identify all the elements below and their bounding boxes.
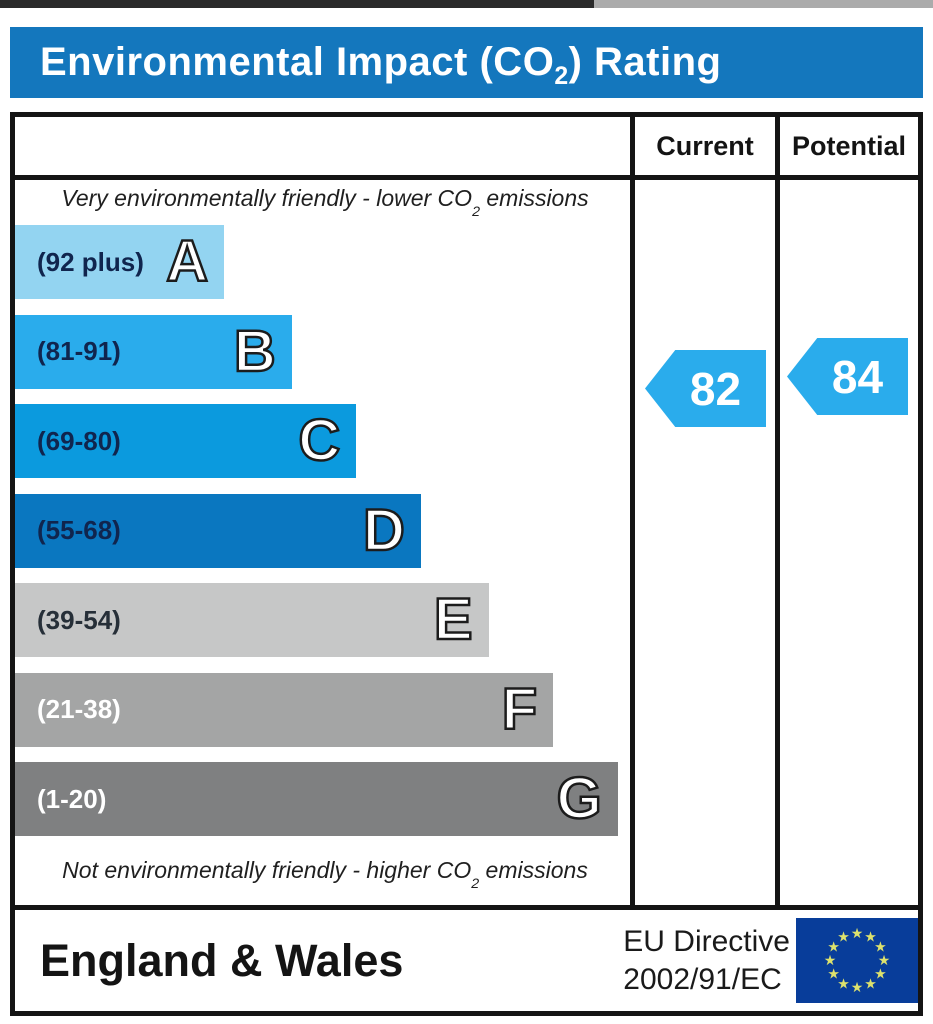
svg-text:★: ★ [878,952,891,968]
rating-table: Current Potential Very environmentally f… [10,112,923,1016]
page-title: Environmental Impact (CO2) Rating [10,27,923,98]
band-bar-f: (21-38) F [15,672,554,747]
svg-text:★: ★ [827,939,840,955]
band-bar-b: (81-91) B [15,314,292,389]
band-range-label: (39-54) [37,604,121,635]
svg-text:★: ★ [824,952,837,968]
band-letter: E [433,587,474,652]
band-letter: C [297,408,341,473]
svg-text:★: ★ [864,975,877,991]
band-range-label: (21-38) [37,694,121,724]
svg-text:★: ★ [837,975,850,991]
potential-rating-value: 84 [831,350,884,403]
divider-potential-column [775,117,780,910]
svg-text:★: ★ [874,966,887,982]
band-bar-d: (55-68) D [15,493,421,568]
band-row-f: (21-38) F [15,672,630,763]
band-letter: A [165,229,209,294]
eu-flag-icon: ★ ★ ★ ★ ★ ★ ★ ★ ★ ★ ★ ★ [796,918,918,1003]
band-letter: D [362,497,406,563]
band-bar-e: (39-54) E [15,583,489,657]
svg-text:★: ★ [851,979,864,995]
band-range-label: (92 plus) [37,246,144,277]
band-bar-c: (69-80) C [15,404,357,478]
band-letter: B [233,318,277,384]
svg-text:★: ★ [837,929,850,945]
band-range-label: (69-80) [37,425,121,456]
band-letter: F [500,676,538,742]
divider-header-row [15,175,918,180]
band-row-a: (92 plus) A [15,225,630,315]
region-label: England & Wales [40,934,404,986]
eu-directive-label: EU Directive 2002/91/EC [623,925,790,996]
band-range-label: (1-20) [37,783,107,814]
current-rating-arrow: 82 [645,350,766,427]
note-not-friendly: Not environmentally friendly - higher CO… [62,857,588,892]
svg-text:★: ★ [874,939,887,955]
potential-rating-arrow: 84 [787,338,908,415]
footer-row: England & Wales EU Directive 2002/91/EC … [15,910,918,1011]
svg-text:★: ★ [827,966,840,982]
band-range-label: (81-91) [37,336,121,366]
band-bar-g: (1-20) G [15,762,618,836]
band-row-b: (81-91) B [15,314,630,405]
divider-current-column [630,117,635,910]
band-bar-a: (92 plus) A [15,225,225,299]
potential-column-header: Potential [791,130,906,161]
note-very-friendly: Very environmentally friendly - lower CO… [61,185,589,220]
rating-bands: (92 plus) A (81-91) B (69-80) C [15,225,630,855]
current-column-header: Current [656,130,754,161]
top-edge-artifact-light [594,0,933,8]
band-range-label: (55-68) [37,515,121,545]
band-row-g: (1-20) G [15,762,630,852]
top-edge-artifact-dark [0,0,594,8]
current-rating-value: 82 [689,362,742,415]
band-row-e: (39-54) E [15,583,630,673]
band-letter: G [555,766,603,831]
band-row-c: (69-80) C [15,404,630,494]
svg-text:★: ★ [864,929,877,945]
band-row-d: (55-68) D [15,493,630,584]
svg-text:★: ★ [851,925,864,941]
divider-footer-row [15,905,918,910]
